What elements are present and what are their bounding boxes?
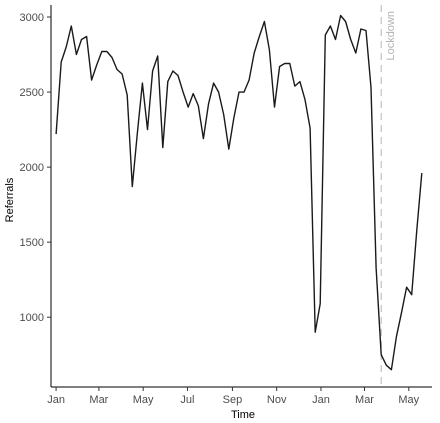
x-axis-ticks: Jan Mar May Jul Sep Nov Jan Mar May	[47, 387, 420, 406]
x-tick-label: Jan	[47, 394, 65, 406]
x-tick-label: Mar	[355, 394, 374, 406]
y-tick-label: 2000	[20, 162, 44, 174]
x-axis-title: Time	[231, 409, 255, 421]
y-axis-title: Referrals	[4, 177, 16, 222]
y-tick-label: 3000	[20, 12, 44, 24]
series-points	[55, 14, 424, 371]
x-tick-label: May	[398, 394, 419, 406]
referrals-series-line	[55, 14, 423, 371]
y-axis-ticks: 1000 1500 2000 2500 3000	[20, 12, 51, 324]
x-tick-label: May	[133, 394, 154, 406]
x-tick-label: Nov	[267, 394, 287, 406]
x-tick-label: Mar	[89, 394, 108, 406]
y-tick-label: 1000	[20, 312, 44, 324]
y-tick-label: 1500	[20, 237, 44, 249]
x-tick-label: Jan	[312, 394, 330, 406]
y-tick-label: 2500	[20, 87, 44, 99]
x-tick-label: Jul	[180, 394, 194, 406]
lockdown-annotation: Lockdown	[385, 11, 397, 61]
x-tick-label: Sep	[223, 394, 243, 406]
